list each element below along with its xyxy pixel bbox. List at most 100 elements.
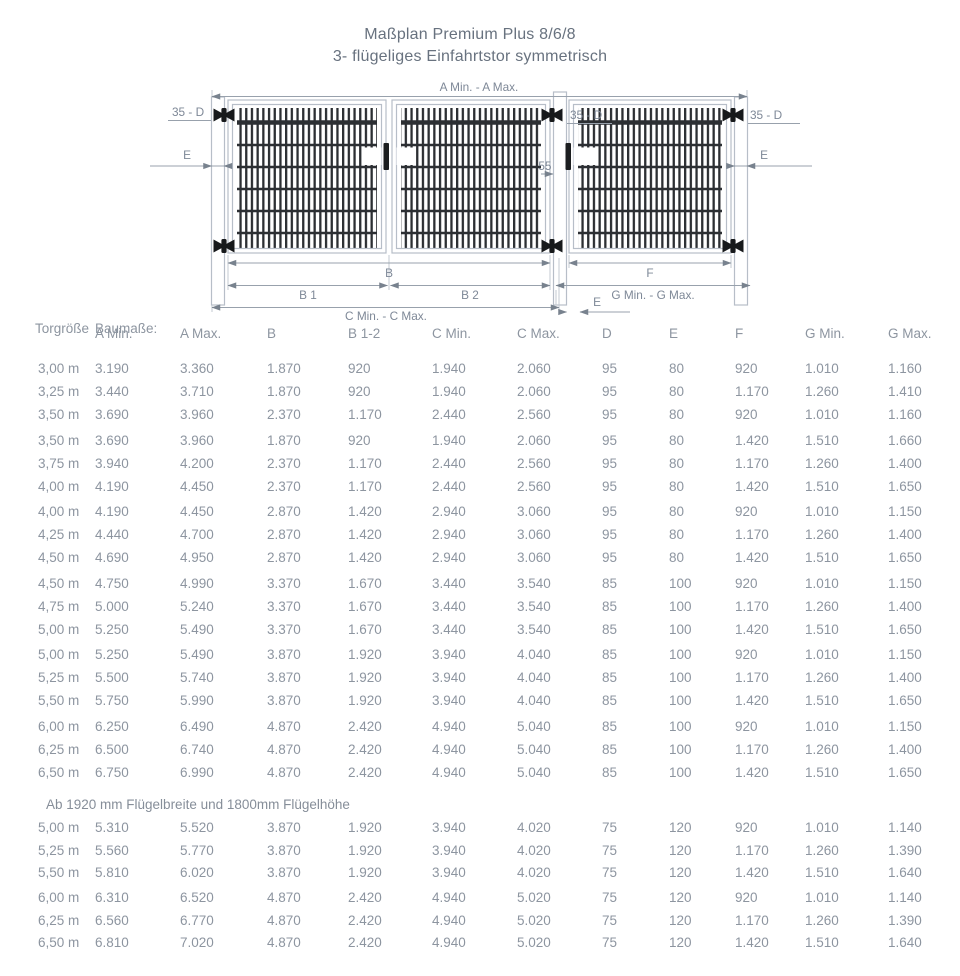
table-cell: 85 bbox=[602, 670, 618, 685]
table-cell: 1.650 bbox=[888, 478, 922, 494]
table-row: 4,00 m 4.190 4.450 2.370 1.170 2.440 2.560 95 80… bbox=[0, 479, 960, 502]
table-cell: 1.510 bbox=[805, 550, 839, 565]
dim-label-c: C Min. - C Max. bbox=[345, 309, 427, 323]
table-row: 4,25 m 4.440 4.700 2.870 1.420 2.940 3.060 95 80… bbox=[0, 527, 960, 550]
table-cell: 1.650 bbox=[888, 621, 922, 637]
table-cell: 2.870 bbox=[267, 550, 301, 565]
table-cell: 4.450 bbox=[180, 504, 214, 519]
table-cell: 1.010 bbox=[805, 647, 839, 662]
table-cell: 4.020 bbox=[517, 865, 551, 881]
table-cell: 1.650 bbox=[888, 550, 922, 565]
table-cell: 1.920 bbox=[348, 865, 382, 881]
table-cell: 1.390 bbox=[888, 842, 922, 858]
table-cell: 2.420 bbox=[348, 741, 382, 757]
table-cell: 1.420 bbox=[735, 935, 769, 951]
header-torgroesse: Torgröße bbox=[35, 321, 90, 336]
table-cell: 3.060 bbox=[517, 550, 551, 565]
table-cell: 5.040 bbox=[517, 764, 551, 780]
cell-torgroesse: 4,00 m bbox=[38, 478, 80, 494]
table-cell: 2.440 bbox=[432, 455, 466, 471]
column-header: F bbox=[735, 326, 744, 341]
table-cell: 4.040 bbox=[517, 670, 551, 685]
table-cell: 4.940 bbox=[432, 890, 466, 906]
column-header: B bbox=[267, 326, 277, 341]
table-cell: 95 bbox=[602, 361, 618, 376]
table-cell: 2.060 bbox=[517, 384, 551, 399]
cell-torgroesse: 4,50 m bbox=[38, 550, 80, 565]
table-cell: 75 bbox=[602, 912, 618, 928]
table-cell: 1.400 bbox=[888, 670, 922, 685]
table-cell: 1.010 bbox=[805, 575, 839, 591]
column-header: D bbox=[602, 326, 612, 341]
table-cell: 4.940 bbox=[432, 741, 466, 757]
table-cell: 3.440 bbox=[432, 575, 466, 591]
table-section-note: Ab 1920 mm Flügelbreite und 1800mm Flüge… bbox=[46, 797, 350, 812]
gate-wing-1 bbox=[227, 99, 387, 254]
table-cell: 2.870 bbox=[267, 504, 301, 519]
table-cell: 1.420 bbox=[348, 550, 382, 565]
table-cell: 3.870 bbox=[267, 842, 301, 858]
table-cell: 85 bbox=[602, 764, 618, 780]
table-cell: 3.870 bbox=[267, 693, 301, 708]
table-cell: 3.960 bbox=[180, 432, 214, 448]
table-cell: 6.740 bbox=[180, 741, 214, 757]
cell-torgroesse: 3,50 m bbox=[38, 432, 80, 448]
cell-torgroesse: 5,50 m bbox=[38, 865, 80, 881]
table-cell: 80 bbox=[669, 550, 685, 565]
table-cell: 2.940 bbox=[432, 504, 466, 519]
table-row: 6,25 m 6.500 6.740 4.870 2.420 4.940 5.040 85 10… bbox=[0, 742, 960, 765]
table-cell: 80 bbox=[669, 478, 685, 494]
column-header: G Max. bbox=[888, 326, 932, 341]
table-cell: 1.670 bbox=[348, 575, 382, 591]
table-cell: 1.160 bbox=[888, 361, 922, 376]
table-cell: 75 bbox=[602, 820, 618, 835]
table-cell: 1.420 bbox=[735, 478, 769, 494]
table-cell: 3.940 bbox=[432, 842, 466, 858]
table-cell: 1.260 bbox=[805, 912, 839, 928]
table-cell: 2.940 bbox=[432, 527, 466, 542]
table-cell: 1.400 bbox=[888, 527, 922, 542]
table-cell: 3.870 bbox=[267, 647, 301, 662]
dim-label-g: G Min. - G Max. bbox=[611, 288, 694, 302]
table-cell: 3.870 bbox=[267, 820, 301, 835]
table-cell: 95 bbox=[602, 407, 618, 422]
table-cell: 85 bbox=[602, 693, 618, 708]
table-cell: 920 bbox=[735, 647, 758, 662]
table-cell: 100 bbox=[669, 741, 692, 757]
table-cell: 1.510 bbox=[805, 935, 839, 951]
table-cell: 3.940 bbox=[95, 455, 129, 471]
table-cell: 100 bbox=[669, 670, 692, 685]
column-header: A Min. bbox=[95, 326, 133, 341]
table-cell: 1.510 bbox=[805, 478, 839, 494]
table-cell: 95 bbox=[602, 478, 618, 494]
table-cell: 100 bbox=[669, 598, 692, 614]
table-cell: 2.940 bbox=[432, 550, 466, 565]
table-cell: 1.640 bbox=[888, 935, 922, 951]
table-cell: 2.440 bbox=[432, 478, 466, 494]
table-row: 4,50 m 4.750 4.990 3.370 1.670 3.440 3.540 85 10… bbox=[0, 576, 960, 599]
table-cell: 3.370 bbox=[267, 621, 301, 637]
dim-label-b: B bbox=[385, 266, 393, 280]
table-cell: 920 bbox=[735, 890, 758, 906]
table-row: 6,25 m 6.560 6.770 4.870 2.420 4.940 5.020 75 12… bbox=[0, 913, 960, 936]
table-cell: 100 bbox=[669, 647, 692, 662]
table-cell: 120 bbox=[669, 842, 692, 858]
table-cell: 1.920 bbox=[348, 820, 382, 835]
cell-torgroesse: 5,00 m bbox=[38, 621, 80, 637]
table-cell: 1.420 bbox=[735, 865, 769, 881]
table-cell: 4.190 bbox=[95, 504, 129, 519]
table-cell: 5.770 bbox=[180, 842, 214, 858]
lock-box-wing3 bbox=[573, 147, 598, 165]
table-cell: 120 bbox=[669, 890, 692, 906]
table-cell: 5.750 bbox=[95, 693, 129, 708]
table-cell: 4.450 bbox=[180, 478, 214, 494]
table-cell: 3.360 bbox=[180, 361, 214, 376]
table-cell: 1.400 bbox=[888, 455, 922, 471]
dim-label-d-left: 35 - D bbox=[172, 105, 204, 119]
cell-torgroesse: 5,00 m bbox=[38, 647, 80, 662]
table-cell: 3.870 bbox=[267, 670, 301, 685]
table-cell: 100 bbox=[669, 718, 692, 734]
table-cell: 6.490 bbox=[180, 718, 214, 734]
table-row: 3,75 m 3.940 4.200 2.370 1.170 2.440 2.560 95 80… bbox=[0, 456, 960, 479]
table-cell: 95 bbox=[602, 550, 618, 565]
